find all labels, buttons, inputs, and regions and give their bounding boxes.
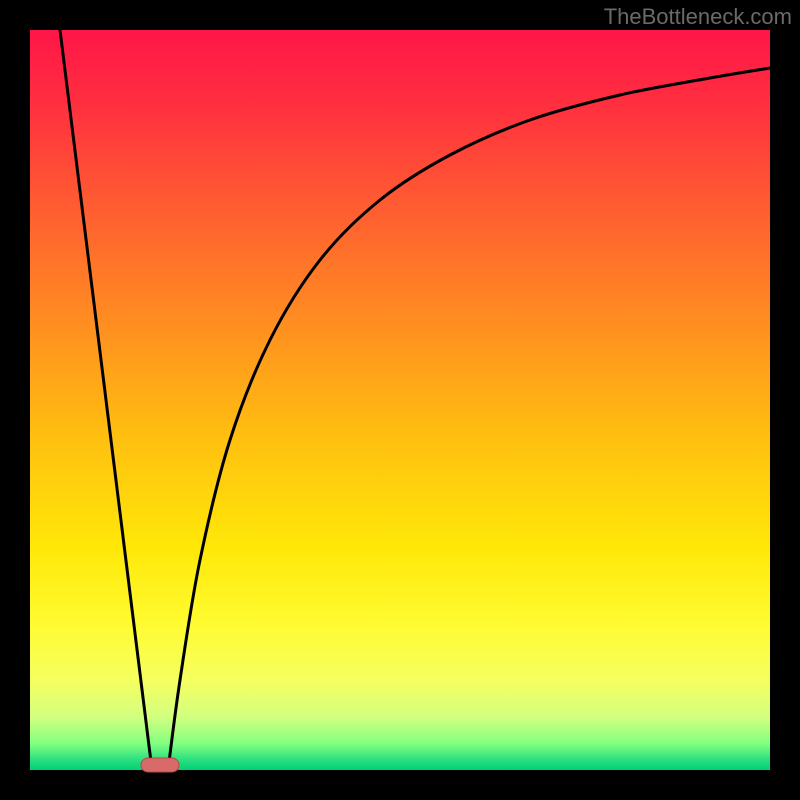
chart-svg: [0, 0, 800, 800]
chart-container: TheBottleneck.com: [0, 0, 800, 800]
plot-background: [30, 30, 770, 770]
minimum-marker: [141, 758, 179, 772]
watermark-text: TheBottleneck.com: [604, 4, 792, 30]
